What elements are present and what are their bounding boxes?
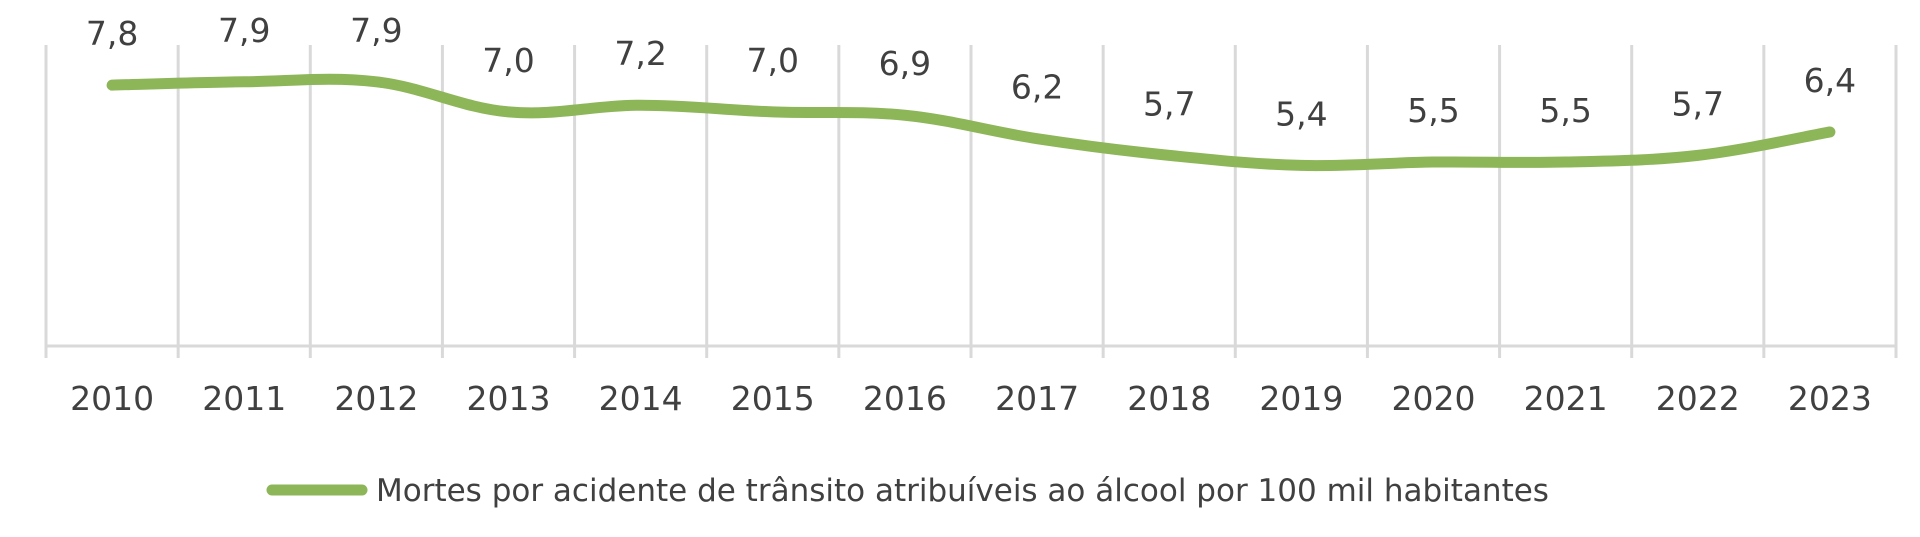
data-label: 7,0 [747, 41, 799, 80]
data-label: 5,5 [1407, 91, 1459, 130]
x-tick-label: 2019 [1259, 379, 1343, 418]
data-label: 7,0 [482, 41, 534, 80]
data-label: 7,2 [614, 34, 666, 73]
data-label: 5,5 [1539, 91, 1591, 130]
x-tick-label: 2023 [1788, 379, 1872, 418]
data-label: 6,4 [1804, 61, 1856, 100]
data-label: 5,7 [1143, 84, 1195, 123]
data-label: 7,9 [350, 11, 402, 50]
data-label: 7,9 [218, 11, 270, 50]
x-tick-label: 2017 [995, 379, 1079, 418]
legend-label: Mortes por acidente de trânsito atribuív… [376, 473, 1549, 509]
data-label: 5,4 [1275, 94, 1327, 133]
x-axis-tick-marks [44, 346, 1898, 358]
x-tick-label: 2018 [1127, 379, 1211, 418]
series-line [106, 73, 1836, 172]
data-label: 6,2 [1011, 68, 1063, 107]
data-label: 6,9 [879, 44, 931, 83]
x-tick-label: 2015 [731, 379, 815, 418]
x-tick-label: 2011 [202, 379, 286, 418]
x-tick-label: 2022 [1656, 379, 1740, 418]
data-label: 7,8 [86, 14, 138, 53]
data-label: 5,7 [1672, 84, 1724, 123]
vertical-gridlines [44, 45, 1898, 346]
x-tick-label: 2012 [334, 379, 418, 418]
x-tick-label: 2021 [1524, 379, 1608, 418]
x-tick-label: 2013 [467, 379, 551, 418]
x-tick-label: 2014 [599, 379, 683, 418]
legend: Mortes por acidente de trânsito atribuív… [266, 473, 1549, 509]
x-tick-label: 2010 [70, 379, 154, 418]
x-tick-label: 2016 [863, 379, 947, 418]
x-tick-label: 2020 [1392, 379, 1476, 418]
data-labels: 7,8 7,9 7,9 7,0 7,2 7,0 6,9 6,2 5,7 5,4 5,5 5,5 5,7 6… [86, 11, 1856, 134]
x-axis-tick-labels: 2010 2011 2012 2013 2014 2015 2016 2017 2018 2019… [70, 379, 1872, 418]
